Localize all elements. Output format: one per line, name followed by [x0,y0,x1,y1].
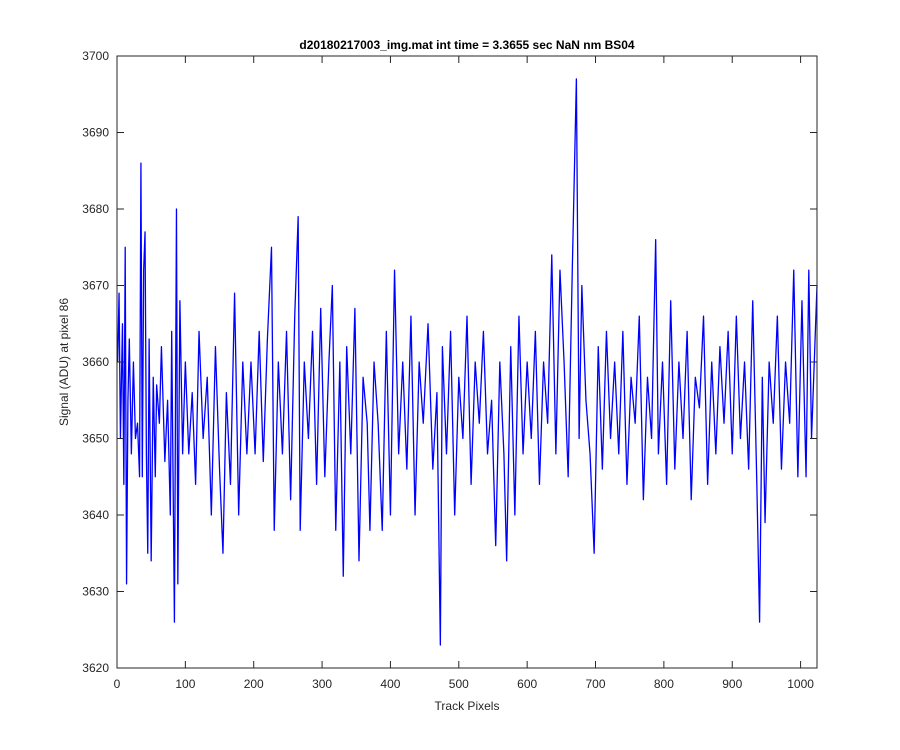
x-tick-label: 200 [244,677,264,691]
y-tick-label: 3660 [82,355,109,369]
x-axis-label: Track Pixels [435,699,500,713]
x-tick-label: 0 [114,677,121,691]
y-tick-label: 3680 [82,202,109,216]
x-tick-label: 400 [380,677,400,691]
x-tick-label: 1000 [787,677,814,691]
x-tick-label: 500 [449,677,469,691]
y-tick-label: 3630 [82,585,109,599]
y-tick-label: 3700 [82,49,109,63]
chart-title: d20180217003_img.mat int time = 3.3655 s… [299,38,635,52]
x-tick-label: 900 [722,677,742,691]
ticks-layer: 0 100 200 300 400 500 600 700 800 900 1000 3620 3630… [82,49,817,691]
series-layer [117,78,818,646]
y-axis-label: Signal (ADU) at pixel 86 [57,298,71,426]
x-tick-label: 600 [517,677,537,691]
y-tick-label: 3640 [82,508,109,522]
axes-box [116,55,818,669]
y-tick-label: 3670 [82,279,109,293]
x-tick-label: 100 [175,677,195,691]
y-tick-label: 3650 [82,432,109,446]
series-line [117,78,818,646]
y-tick-label: 3620 [82,661,109,675]
x-tick-label: 300 [312,677,332,691]
y-tick-label: 3690 [82,126,109,140]
x-tick-label: 800 [654,677,674,691]
x-tick-label: 700 [586,677,606,691]
